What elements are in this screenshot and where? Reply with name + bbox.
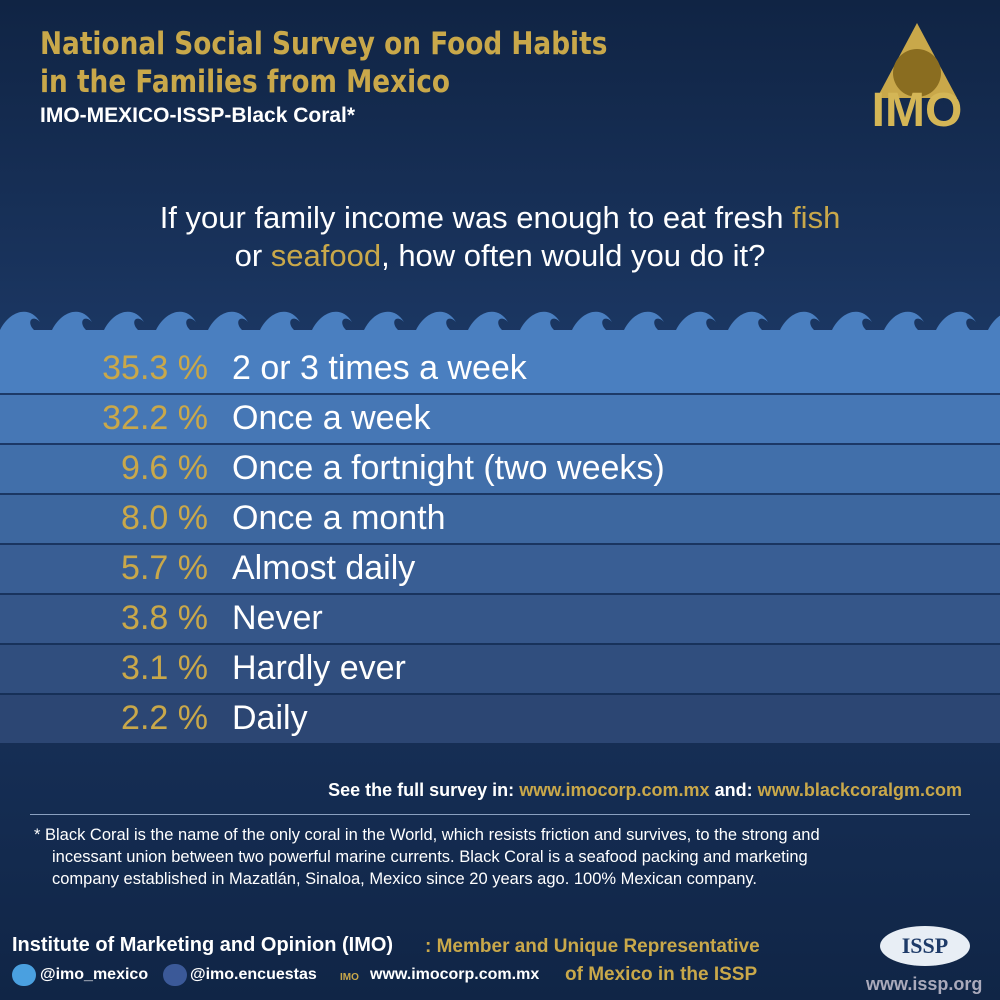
question: If your family income was enough to eat …: [0, 200, 1000, 236]
facebook[interactable]: @imo.encuestas: [190, 966, 317, 983]
footnote: * Black Coral is the name of the only co…: [34, 826, 820, 844]
answer-label: Once a month: [232, 499, 446, 537]
percent: 9.6 %: [121, 449, 208, 487]
subtitle: IMO-MEXICO-ISSP-Black Coral*: [40, 104, 356, 127]
links-line: See the full survey in: www.imocorp.com.…: [328, 780, 962, 801]
percent: 3.1 %: [121, 649, 208, 687]
answer-row: 32.2 % Once a week: [0, 395, 1000, 443]
question-highlight: fish: [792, 200, 841, 235]
percent: 35.3 %: [102, 349, 208, 387]
facebook-icon: [163, 964, 187, 986]
percent: 3.8 %: [121, 599, 208, 637]
title-line: National Social Survey on Food Habits: [40, 26, 608, 62]
footnote: company established in Mazatlán, Sinaloa…: [52, 870, 757, 888]
member: of Mexico in the ISSP: [565, 964, 758, 985]
link[interactable]: www.blackcoralgm.com: [757, 780, 962, 800]
percent: 5.7 %: [121, 549, 208, 587]
issp-logo: ISSP: [880, 926, 970, 966]
question-text: If your family income was enough to eat …: [159, 200, 793, 235]
answer-label: Almost daily: [232, 549, 416, 587]
answer-row: 9.6 % Once a fortnight (two weeks): [0, 445, 1000, 493]
twitter-icon: [12, 964, 36, 986]
twitter[interactable]: @imo_mexico: [40, 966, 149, 983]
answer-label: Once a week: [232, 399, 431, 437]
logo-mark: IMO: [872, 23, 963, 137]
small-logo: IMO: [340, 972, 359, 983]
answer-row: 35.3 % 2 or 3 times a week: [0, 345, 1000, 393]
answer-label: 2 or 3 times a week: [232, 349, 527, 387]
web[interactable]: www.imocorp.com.mx: [370, 966, 540, 983]
question: or seafood, how often would you do it?: [0, 238, 1000, 274]
answer-row: 3.8 % Never: [0, 595, 1000, 643]
answer-label: Hardly ever: [232, 649, 406, 687]
answer-label: Daily: [232, 699, 308, 737]
divider: [30, 814, 970, 815]
answer-label: Once a fortnight (two weeks): [232, 449, 665, 487]
link[interactable]: www.imocorp.com.mx: [519, 780, 710, 800]
rows: 35.3 % 2 or 3 times a week 32.2 % Once a we…: [0, 345, 1000, 745]
question-highlight: seafood: [270, 238, 382, 273]
percent: 2.2 %: [121, 699, 208, 737]
title-line: in the Families from Mexico: [40, 64, 450, 100]
links-intro: See the full survey in:: [328, 780, 515, 800]
percent: 32.2 %: [102, 399, 208, 437]
answer-label: Never: [232, 599, 323, 637]
links-and: and:: [714, 780, 753, 800]
answer-row: 8.0 % Once a month: [0, 495, 1000, 543]
answer-row: 3.1 % Hardly ever: [0, 645, 1000, 693]
answer-row: 5.7 % Almost daily: [0, 545, 1000, 593]
footnote: incessant union between two powerful mar…: [52, 848, 808, 866]
answer-row: 2.2 % Daily: [0, 695, 1000, 743]
issp-web[interactable]: www.issp.org: [866, 974, 983, 994]
question-text: or: [234, 238, 271, 273]
institute: Institute of Marketing and Opinion (IMO): [12, 934, 394, 956]
question-text: , how often would you do it?: [381, 238, 766, 273]
percent: 8.0 %: [121, 499, 208, 537]
logo-text: IMO: [872, 84, 963, 137]
member: : Member and Unique Representative: [425, 936, 760, 957]
waves: [0, 311, 1000, 348]
